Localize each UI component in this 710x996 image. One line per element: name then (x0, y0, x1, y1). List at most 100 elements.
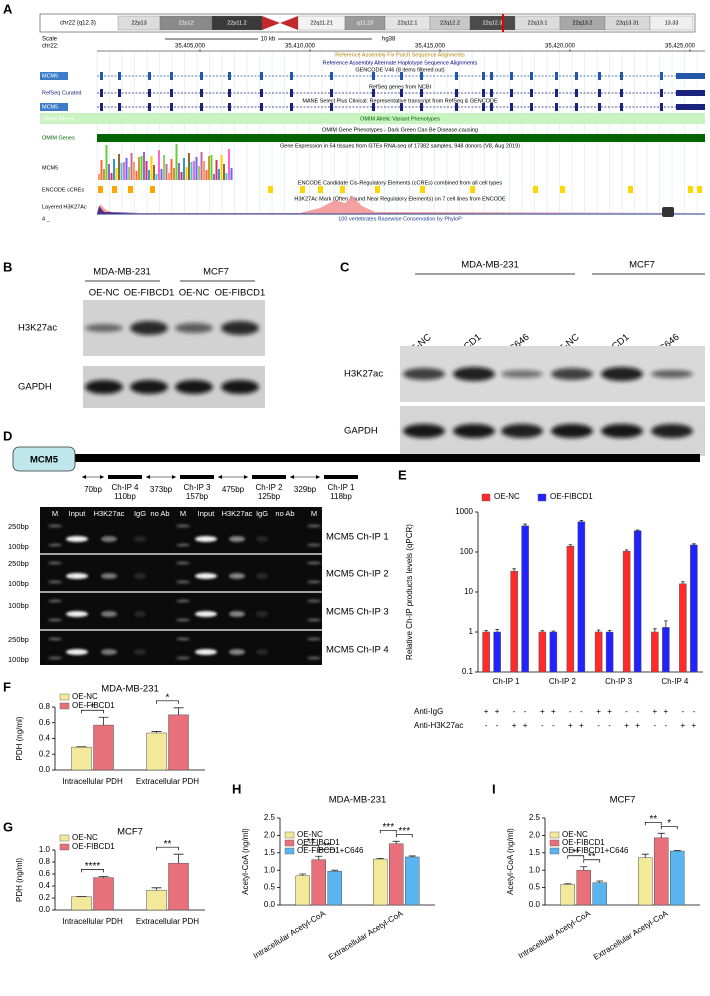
chart-title: MDA-MB-231 (101, 684, 159, 695)
bar (549, 631, 558, 673)
track-description: 100 vertebrates Basewise Conservation by… (338, 216, 462, 222)
marker-size: 250bp (8, 522, 29, 531)
error-bar (331, 869, 339, 872)
gtex-bar (143, 152, 145, 180)
gel-lane-label: Input (69, 509, 87, 518)
error-bar (151, 731, 162, 733)
x-tick-label: Intracellular PDH (62, 777, 123, 786)
blot-band (651, 370, 693, 378)
gel-marker (176, 524, 190, 528)
error-bar (376, 857, 384, 860)
gene-exon (555, 103, 558, 111)
significance-bracket (81, 869, 104, 873)
map-line (72, 454, 700, 462)
condition-label: Anti-H3K27ac (414, 721, 463, 730)
gene-exon (530, 72, 533, 80)
gtex-bar (160, 169, 163, 180)
gel-band (256, 611, 268, 617)
gene-exon (200, 72, 203, 80)
bar (146, 732, 167, 771)
track-description: GENCODE V46 (8 items filtered out) (355, 67, 444, 73)
y-tick-label: 0.0 (39, 905, 51, 914)
track-label: RefSeq Curated (42, 90, 81, 96)
gtex-bar (215, 160, 218, 180)
gel-lane-label: H3K27ac (94, 509, 125, 518)
marker-size: 250bp (8, 559, 29, 568)
bar (651, 631, 659, 673)
track-description: H3K27Ac Mark (Often Found Near Regulator… (294, 196, 506, 202)
bar (71, 746, 92, 771)
y-tick-label: 0.4 (39, 734, 51, 743)
gel-lane-label: M (311, 509, 317, 518)
legend-label: OE-FIBCD1+C646 (297, 846, 364, 855)
gel-row-label: MCM5 Ch-IP 4 (326, 645, 389, 656)
ideogram-band-label: 22q13.2 (573, 20, 593, 26)
gene-exon (400, 103, 403, 111)
gel-band (134, 611, 146, 617)
condition-label: Anti-IgG (414, 707, 443, 716)
chip-region (180, 475, 214, 479)
error-bar (408, 855, 416, 857)
track-label: 4 _ (42, 216, 51, 222)
error-bar (657, 832, 665, 838)
gene-exon (228, 89, 231, 97)
gene-exon (260, 103, 263, 111)
gtex-bar (138, 157, 140, 180)
gel-lane-label: H3K27ac (222, 509, 253, 518)
gel-marker (48, 543, 62, 547)
error-bar (299, 873, 307, 876)
coordinate: 35,420,000 (545, 44, 576, 50)
gene-exon (530, 103, 533, 111)
blot-band (551, 424, 593, 438)
track-description: MANE Select Plus Clinical: Representativ… (302, 98, 498, 104)
gene-exon (330, 72, 333, 80)
ideogram-band-label: 22q12.2 (440, 20, 460, 26)
condition-sign: + (653, 707, 658, 716)
y-tick-label: 0.0 (39, 765, 51, 774)
y-tick-label: 0.6 (39, 869, 51, 878)
gel-marker (48, 524, 62, 528)
bar (560, 884, 575, 906)
gtex-bar (158, 150, 160, 180)
legend-swatch (284, 831, 295, 839)
gtex-bar (128, 167, 130, 180)
condition-sign: + (495, 707, 500, 716)
x-tick-label: Extracellular PDH (136, 917, 199, 926)
y-tick-label: 0.8 (39, 702, 51, 711)
gene-exon (330, 89, 333, 97)
gel-lane-label: M (52, 509, 58, 518)
y-tick-label: 1.5 (264, 848, 276, 857)
ideogram-band-label: 22p11.2 (227, 20, 246, 26)
error-bar (664, 620, 668, 628)
error-bar (523, 523, 527, 526)
gel-band (101, 649, 117, 655)
condition-sign: - (496, 721, 499, 730)
gene-exon (148, 89, 151, 97)
significance-label: ** (164, 839, 172, 850)
gene-exon (575, 89, 578, 97)
ccre-box (688, 186, 693, 193)
condition-sign: - (580, 707, 583, 716)
gene-exon (490, 72, 493, 80)
significance-bracket (395, 833, 413, 838)
condition-sign: - (552, 721, 555, 730)
significance-bracket (567, 855, 585, 859)
condition-sign: - (597, 721, 600, 730)
gel-marker (176, 580, 190, 584)
ccre-box (318, 186, 323, 193)
bar (482, 631, 490, 673)
condition-sign: - (625, 707, 628, 716)
gtex-bar (145, 161, 148, 180)
y-tick-label: 100 (460, 547, 474, 556)
gene-exon (290, 103, 293, 111)
error-bar (580, 866, 588, 871)
gtex-bar (228, 149, 230, 180)
legend-swatch (284, 847, 295, 855)
error-bar (392, 840, 400, 844)
track-label-box (40, 103, 68, 111)
gtex-bar (110, 173, 113, 180)
bar (168, 862, 189, 911)
error-bar (579, 520, 584, 522)
gene-exon (660, 89, 663, 97)
track-label: ENCODE cCREs (42, 187, 84, 193)
